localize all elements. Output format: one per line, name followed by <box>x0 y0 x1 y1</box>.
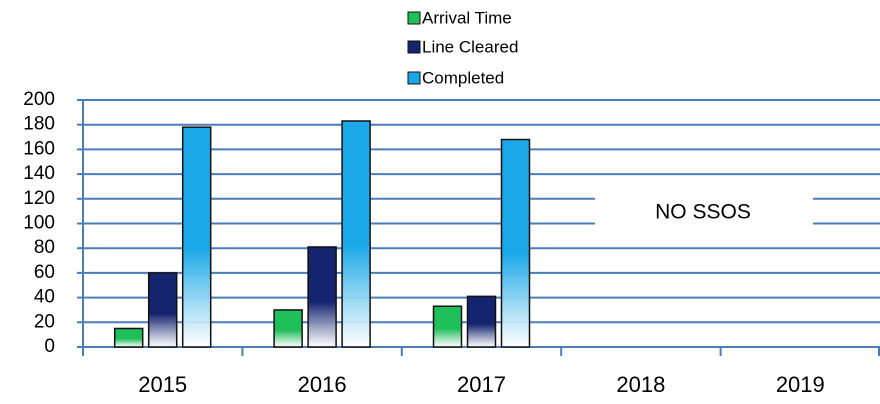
y-tick-label: 160 <box>23 138 55 159</box>
bar <box>273 309 303 348</box>
bar <box>466 295 497 348</box>
bar <box>113 327 144 348</box>
bar <box>307 246 337 348</box>
annotation-box <box>595 190 813 236</box>
legend-swatch <box>407 71 421 85</box>
y-tick-label: 200 <box>23 89 55 110</box>
x-tick-label: 2019 <box>776 372 825 397</box>
y-tick-label: 180 <box>23 114 55 135</box>
legend-label: Line Cleared <box>422 37 518 56</box>
bar <box>181 126 212 348</box>
legend-label: Completed <box>422 68 504 87</box>
x-tick-label: 2015 <box>138 372 187 397</box>
legend-swatch <box>407 11 421 25</box>
bar <box>500 138 531 348</box>
y-tick-label: 0 <box>44 336 55 357</box>
bar <box>147 272 178 348</box>
y-tick-label: 120 <box>23 188 55 209</box>
annotation: NO SSOS <box>655 201 751 224</box>
y-tick-label: 100 <box>23 213 55 234</box>
y-tick-label: 40 <box>34 287 55 308</box>
x-tick-label: 2017 <box>457 372 506 397</box>
bar <box>341 120 371 348</box>
x-tick-label: 2018 <box>616 372 665 397</box>
legend-swatch <box>407 40 421 54</box>
x-tick-label: 2016 <box>298 372 347 397</box>
y-tick-label: 60 <box>34 262 55 283</box>
y-tick-label: 20 <box>34 311 55 332</box>
y-tick-label: 80 <box>34 237 55 258</box>
legend-label: Arrival Time <box>422 8 512 27</box>
y-tick-label: 140 <box>23 163 55 184</box>
bar <box>432 305 463 348</box>
